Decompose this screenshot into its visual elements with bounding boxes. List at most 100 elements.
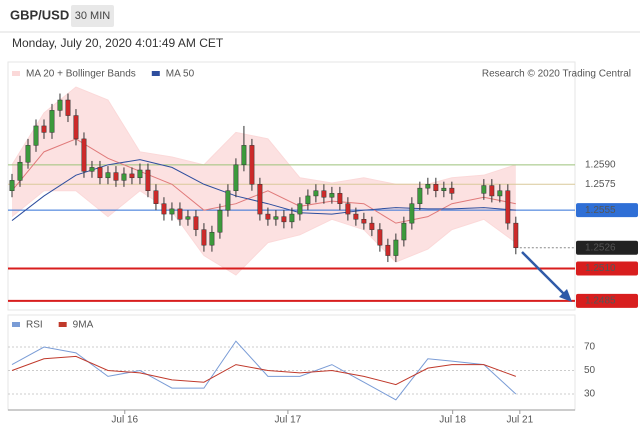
candle-body [193, 216, 199, 230]
candle-body [417, 187, 423, 204]
level-box [576, 240, 638, 255]
y-tick-label: 30 [584, 389, 596, 400]
candle-body [337, 193, 343, 204]
candle-body [145, 169, 151, 191]
candle-body [97, 167, 103, 179]
indicator-line [11, 340, 517, 401]
candle-body [73, 115, 79, 140]
plot: Jul 16 Jul 17 Jul 18 Jul 21 1.2590 1.2575 1.25… [8, 69, 638, 426]
candle-body [241, 145, 247, 166]
candle-body [281, 216, 287, 223]
forecast-arrow [521, 251, 567, 297]
source: Research © 2020 Trading Central [482, 69, 631, 80]
bollinger-fill [11, 87, 516, 275]
candle-body [401, 222, 407, 241]
x-tick-label: Jul 16 [111, 415, 138, 426]
candle-body [25, 145, 31, 163]
candle-body [313, 190, 319, 197]
timeframe[interactable]: 30 MIN [75, 10, 111, 22]
candle-body [393, 239, 399, 256]
candle-body [105, 172, 111, 179]
candle-body [489, 185, 495, 197]
candle-body [137, 169, 143, 179]
candle-body [289, 213, 295, 223]
candle-body [257, 184, 263, 215]
candle-body [369, 222, 375, 230]
candle-body [81, 138, 87, 172]
candle-body [353, 213, 359, 220]
x-tick-label: Jul 17 [275, 415, 302, 426]
moving-average [11, 159, 516, 221]
candle-body [201, 229, 207, 246]
level-label: 1.2485 [585, 296, 616, 307]
legend-swatch [151, 71, 160, 76]
main-panel [7, 61, 576, 311]
level-label: 1.2575 [585, 179, 616, 190]
candle-body [41, 125, 47, 133]
level-box [576, 293, 638, 308]
candle-body [409, 203, 415, 224]
moving-average [11, 138, 516, 224]
legend-label: MA 20 + Bollinger Bands [26, 69, 136, 80]
candle-body [153, 190, 159, 204]
y-tick-label: 50 [584, 365, 596, 376]
candle-body [377, 229, 383, 246]
candle-body [425, 184, 431, 189]
level-box [576, 261, 638, 276]
candle-body [217, 209, 223, 233]
candle-body [185, 216, 191, 220]
candle-body [209, 231, 215, 246]
legend-swatch [12, 322, 20, 327]
candle-body [497, 190, 503, 197]
candle-body [433, 184, 439, 191]
x-tick-label: Jul 18 [439, 415, 466, 426]
candle-body [345, 203, 351, 215]
legend-label: RSI [26, 320, 43, 331]
level-label: 1.2510 [585, 263, 616, 274]
candle-body [169, 208, 175, 215]
forecast-arrowhead [559, 289, 572, 302]
candle-body [513, 222, 519, 249]
candle-body [57, 99, 63, 111]
candle-body [177, 208, 183, 220]
candle-body [89, 167, 95, 172]
candle-body [17, 161, 23, 181]
y-tick-label: 70 [584, 342, 596, 353]
candle-body [321, 190, 327, 198]
timestamp: Monday, July 20, 2020 4:01:49 AM CET [12, 36, 224, 50]
candle-body [113, 172, 119, 181]
candle-body [441, 187, 447, 191]
legend-swatch [58, 322, 67, 327]
candle-body [449, 187, 455, 194]
candle-body [225, 190, 231, 211]
timeframe-button[interactable] [71, 5, 114, 27]
candle-body [233, 164, 239, 191]
candle-body [65, 99, 71, 116]
candle-body [129, 173, 135, 179]
candle-body [297, 203, 303, 215]
symbol: GBP/USD [10, 7, 69, 22]
candle-body [361, 219, 367, 224]
candle-body [9, 180, 15, 191]
bollinger-lower [11, 190, 517, 276]
level-label: 1.2590 [585, 159, 616, 170]
indicator-line [11, 355, 516, 386]
candle-body [505, 190, 511, 224]
legend-label: MA 50 [166, 69, 195, 80]
legend-swatch [12, 71, 20, 76]
candle-body [249, 145, 255, 185]
candle-body [49, 110, 55, 133]
candle-body [385, 244, 391, 256]
candle-body [273, 216, 279, 220]
candle-body [265, 213, 271, 220]
candle-body [161, 203, 167, 215]
legend-label: 9MA [73, 320, 94, 331]
candle-body [329, 193, 335, 198]
candle-body [121, 173, 127, 181]
level-box [576, 203, 638, 218]
candle-body [33, 125, 39, 146]
x-tick-label: Jul 21 [506, 415, 533, 426]
level-label: 1.2555 [585, 205, 616, 216]
candle-body [305, 195, 311, 204]
